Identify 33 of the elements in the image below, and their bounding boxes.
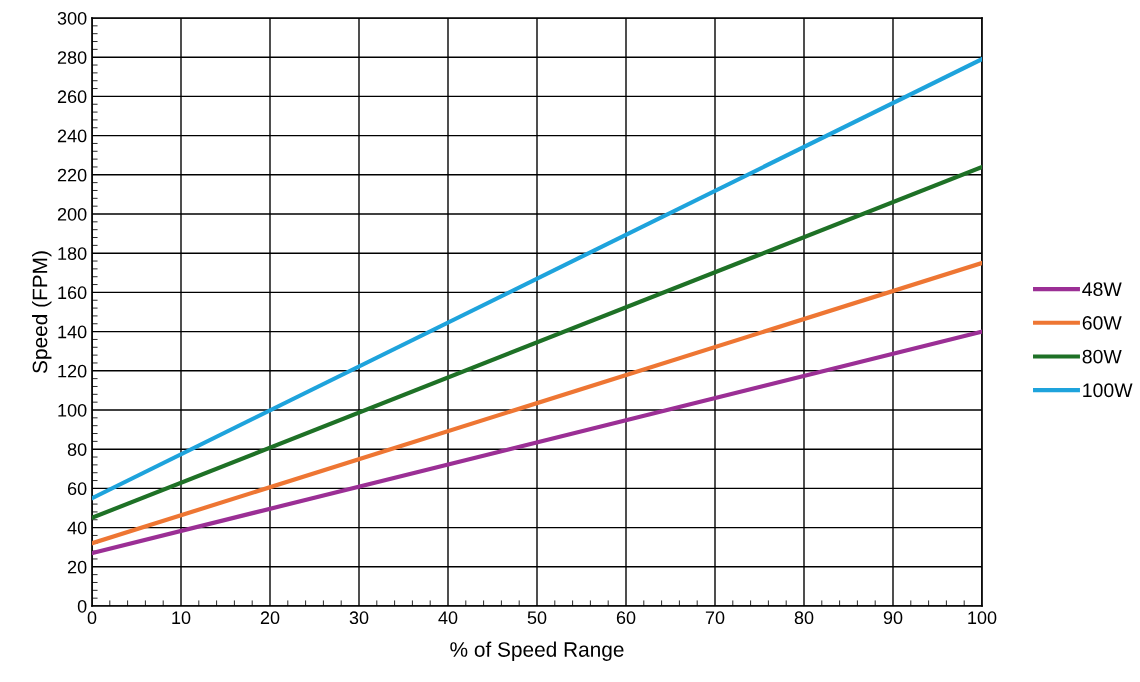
y-tick-label: 0 [77, 599, 87, 613]
y-tick-label: 300 [57, 11, 87, 25]
legend-label: 48W [1082, 282, 1122, 297]
legend-label: 60W [1082, 316, 1122, 330]
y-tick-label: 120 [58, 364, 87, 378]
x-tick-label: 30 [349, 611, 369, 625]
x-tick-label: 50 [527, 611, 547, 625]
y-tick-label: 200 [57, 207, 87, 221]
x-tick-label: 90 [883, 611, 903, 625]
x-tick-label: 60 [616, 611, 636, 625]
y-tick-label: 80 [67, 443, 87, 456]
y-tick-label: 60 [67, 482, 87, 496]
legend-label: 80W [1082, 349, 1122, 364]
x-tick-label: 100 [968, 611, 997, 625]
y-tick-label: 240 [57, 129, 87, 143]
y-tick-label: 220 [57, 168, 87, 182]
y-tick-label: 40 [67, 521, 87, 535]
y-axis-title: Speed (FPM) [32, 251, 52, 373]
y-tick-label: 20 [67, 560, 87, 574]
x-tick-label: 20 [260, 611, 280, 625]
y-tick-label: 260 [57, 90, 87, 104]
legend-label: 100W [1083, 383, 1133, 398]
x-tick-label: 70 [705, 611, 725, 625]
y-tick-label: 160 [58, 286, 87, 300]
y-tick-label: 140 [58, 325, 87, 339]
x-tick-label: 10 [172, 611, 191, 625]
y-tick-label: 180 [58, 247, 87, 260]
x-tick-label: 40 [438, 611, 458, 625]
x-axis-title: % of Speed Range [450, 641, 624, 661]
x-tick-label: 80 [794, 611, 814, 625]
y-tick-label: 100 [58, 403, 87, 417]
y-tick-label: 280 [57, 51, 87, 64]
x-tick-label: 0 [87, 611, 97, 625]
